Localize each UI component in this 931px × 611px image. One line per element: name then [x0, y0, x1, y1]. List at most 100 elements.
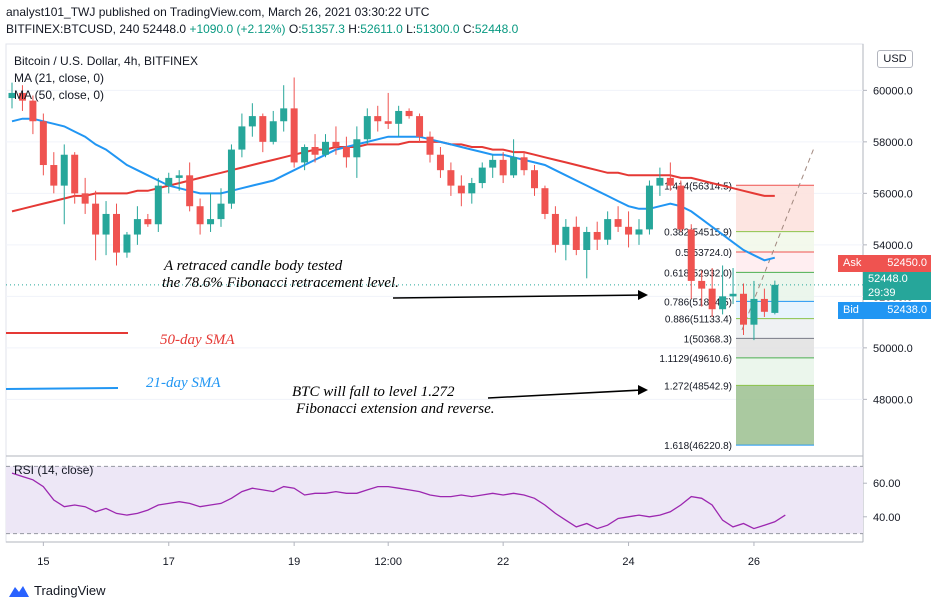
- fib-level-label[interactable]: 1.272(48542.9): [664, 381, 732, 392]
- rsi-legend[interactable]: RSI (14, close): [14, 463, 94, 477]
- candle-body[interactable]: [405, 110, 413, 117]
- candle-body[interactable]: [604, 219, 612, 240]
- candle-body[interactable]: [531, 170, 538, 189]
- candle-body[interactable]: [562, 226, 570, 245]
- candle-body[interactable]: [71, 154, 79, 194]
- candle-body[interactable]: [227, 149, 235, 204]
- drawings[interactable]: [5, 290, 648, 399]
- candle-body[interactable]: [102, 213, 110, 235]
- candle-body[interactable]: [363, 116, 371, 140]
- candle-body[interactable]: [207, 219, 215, 225]
- candle-body[interactable]: [645, 185, 653, 230]
- candle-body[interactable]: [259, 116, 267, 142]
- candle-body[interactable]: [133, 219, 141, 235]
- candle-body[interactable]: [332, 141, 340, 147]
- fib-level-label[interactable]: 1.414(56314.5): [664, 181, 732, 192]
- author-name[interactable]: analyst101_TWJ: [6, 5, 96, 19]
- candle-body[interactable]: [280, 108, 288, 122]
- candle-body[interactable]: [687, 229, 695, 281]
- retrace-note-line1[interactable]: A retraced candle body tested: [164, 258, 343, 274]
- arrow-to-fib-1272[interactable]: [487, 389, 643, 399]
- fib-level-label[interactable]: 0.886(51133.4): [665, 315, 732, 326]
- candle-body[interactable]: [144, 219, 152, 225]
- ma50-legend[interactable]: MA (50, close, 0): [14, 88, 105, 102]
- symbol-legend[interactable]: Bitcoin / U.S. Dollar, 4h, BITFINEX: [14, 54, 199, 68]
- candle-body[interactable]: [750, 298, 758, 325]
- candle-body[interactable]: [248, 116, 256, 127]
- fib-level-label[interactable]: 1.618(46220.8): [664, 441, 732, 452]
- candlesticks[interactable]: [8, 77, 779, 341]
- fib-level-label[interactable]: 0.618(52932.0): [664, 268, 732, 279]
- candle-body[interactable]: [719, 296, 727, 310]
- candle-body[interactable]: [426, 136, 434, 155]
- candle-body[interactable]: [625, 226, 633, 235]
- candle-body[interactable]: [520, 157, 528, 171]
- fib-level-label[interactable]: 1.1129(49610.6): [659, 354, 732, 365]
- candle-body[interactable]: [196, 206, 204, 225]
- candle-body[interactable]: [186, 175, 194, 207]
- candle-body[interactable]: [740, 293, 747, 325]
- candle-body[interactable]: [60, 154, 68, 186]
- candle-body[interactable]: [39, 121, 47, 166]
- currency-button[interactable]: USD: [877, 50, 913, 68]
- candle-body[interactable]: [635, 229, 643, 235]
- candle-body[interactable]: [489, 159, 497, 168]
- candle-body[interactable]: [384, 121, 392, 124]
- candle-body[interactable]: [18, 92, 26, 101]
- candle-body[interactable]: [468, 183, 476, 194]
- fall-note-line1[interactable]: BTC will fall to level 1.272: [292, 384, 455, 400]
- candle-body[interactable]: [656, 177, 664, 186]
- fib-level-label[interactable]: 1(50368.3): [684, 334, 732, 345]
- fib-level-label[interactable]: 0.786(51804.5): [664, 297, 732, 308]
- ma21-legend[interactable]: MA (21, close, 0): [14, 71, 105, 85]
- candle-body[interactable]: [81, 193, 89, 204]
- candle-body[interactable]: [269, 121, 277, 142]
- candle-body[interactable]: [593, 231, 601, 240]
- candle-body[interactable]: [29, 100, 37, 122]
- candle-body[interactable]: [729, 293, 737, 297]
- candle-body[interactable]: [238, 126, 246, 150]
- candle-body[interactable]: [374, 116, 382, 122]
- candle-body[interactable]: [217, 203, 225, 220]
- candle-body[interactable]: [154, 185, 162, 225]
- candle-body[interactable]: [311, 147, 319, 155]
- candle-body[interactable]: [666, 177, 674, 186]
- candle-body[interactable]: [551, 213, 559, 245]
- candle-body[interactable]: [583, 231, 591, 250]
- candle-body[interactable]: [541, 188, 549, 214]
- candle-body[interactable]: [290, 108, 298, 163]
- candle-body[interactable]: [760, 298, 768, 312]
- time-axis[interactable]: 15 17 19 12:00 22 24 26: [6, 541, 863, 568]
- candle-body[interactable]: [436, 154, 444, 171]
- candle-body[interactable]: [499, 159, 507, 176]
- fib-level-label[interactable]: 0.382(54515.9): [664, 228, 732, 239]
- candle-body[interactable]: [510, 157, 518, 176]
- candle-body[interactable]: [8, 92, 16, 99]
- retrace-note-line2[interactable]: the 78.6% Fibonacci retracement level.: [162, 275, 399, 291]
- candle-body[interactable]: [92, 203, 100, 235]
- candle-body[interactable]: [175, 175, 183, 178]
- candle-body[interactable]: [301, 147, 309, 163]
- arrow-to-fib-786[interactable]: [392, 294, 643, 299]
- candle-body[interactable]: [771, 284, 779, 313]
- candle-body[interactable]: [395, 110, 403, 124]
- rsi-pane[interactable]: 40.00 60.00: [6, 465, 901, 535]
- fib-level-label[interactable]: 0.5(53724.0): [675, 248, 732, 259]
- tradingview-brand[interactable]: TradingView: [8, 583, 106, 598]
- candle-body[interactable]: [322, 141, 329, 155]
- candle-body[interactable]: [677, 185, 685, 230]
- sma21-note[interactable]: 21-day SMA: [146, 375, 221, 391]
- candle-body[interactable]: [698, 280, 706, 289]
- price-axis[interactable]: 48000.050000.052000.054000.056000.058000…: [863, 85, 913, 406]
- candle-body[interactable]: [165, 177, 173, 186]
- candle-body[interactable]: [447, 170, 455, 186]
- sma50-note[interactable]: 50-day SMA: [160, 332, 235, 348]
- candle-body[interactable]: [457, 185, 465, 194]
- candle-body[interactable]: [113, 213, 120, 253]
- candle-body[interactable]: [416, 116, 424, 137]
- ma50-line[interactable]: [11, 140, 775, 213]
- candle-body[interactable]: [50, 165, 58, 186]
- candle-body[interactable]: [123, 234, 131, 253]
- candle-body[interactable]: [353, 139, 361, 158]
